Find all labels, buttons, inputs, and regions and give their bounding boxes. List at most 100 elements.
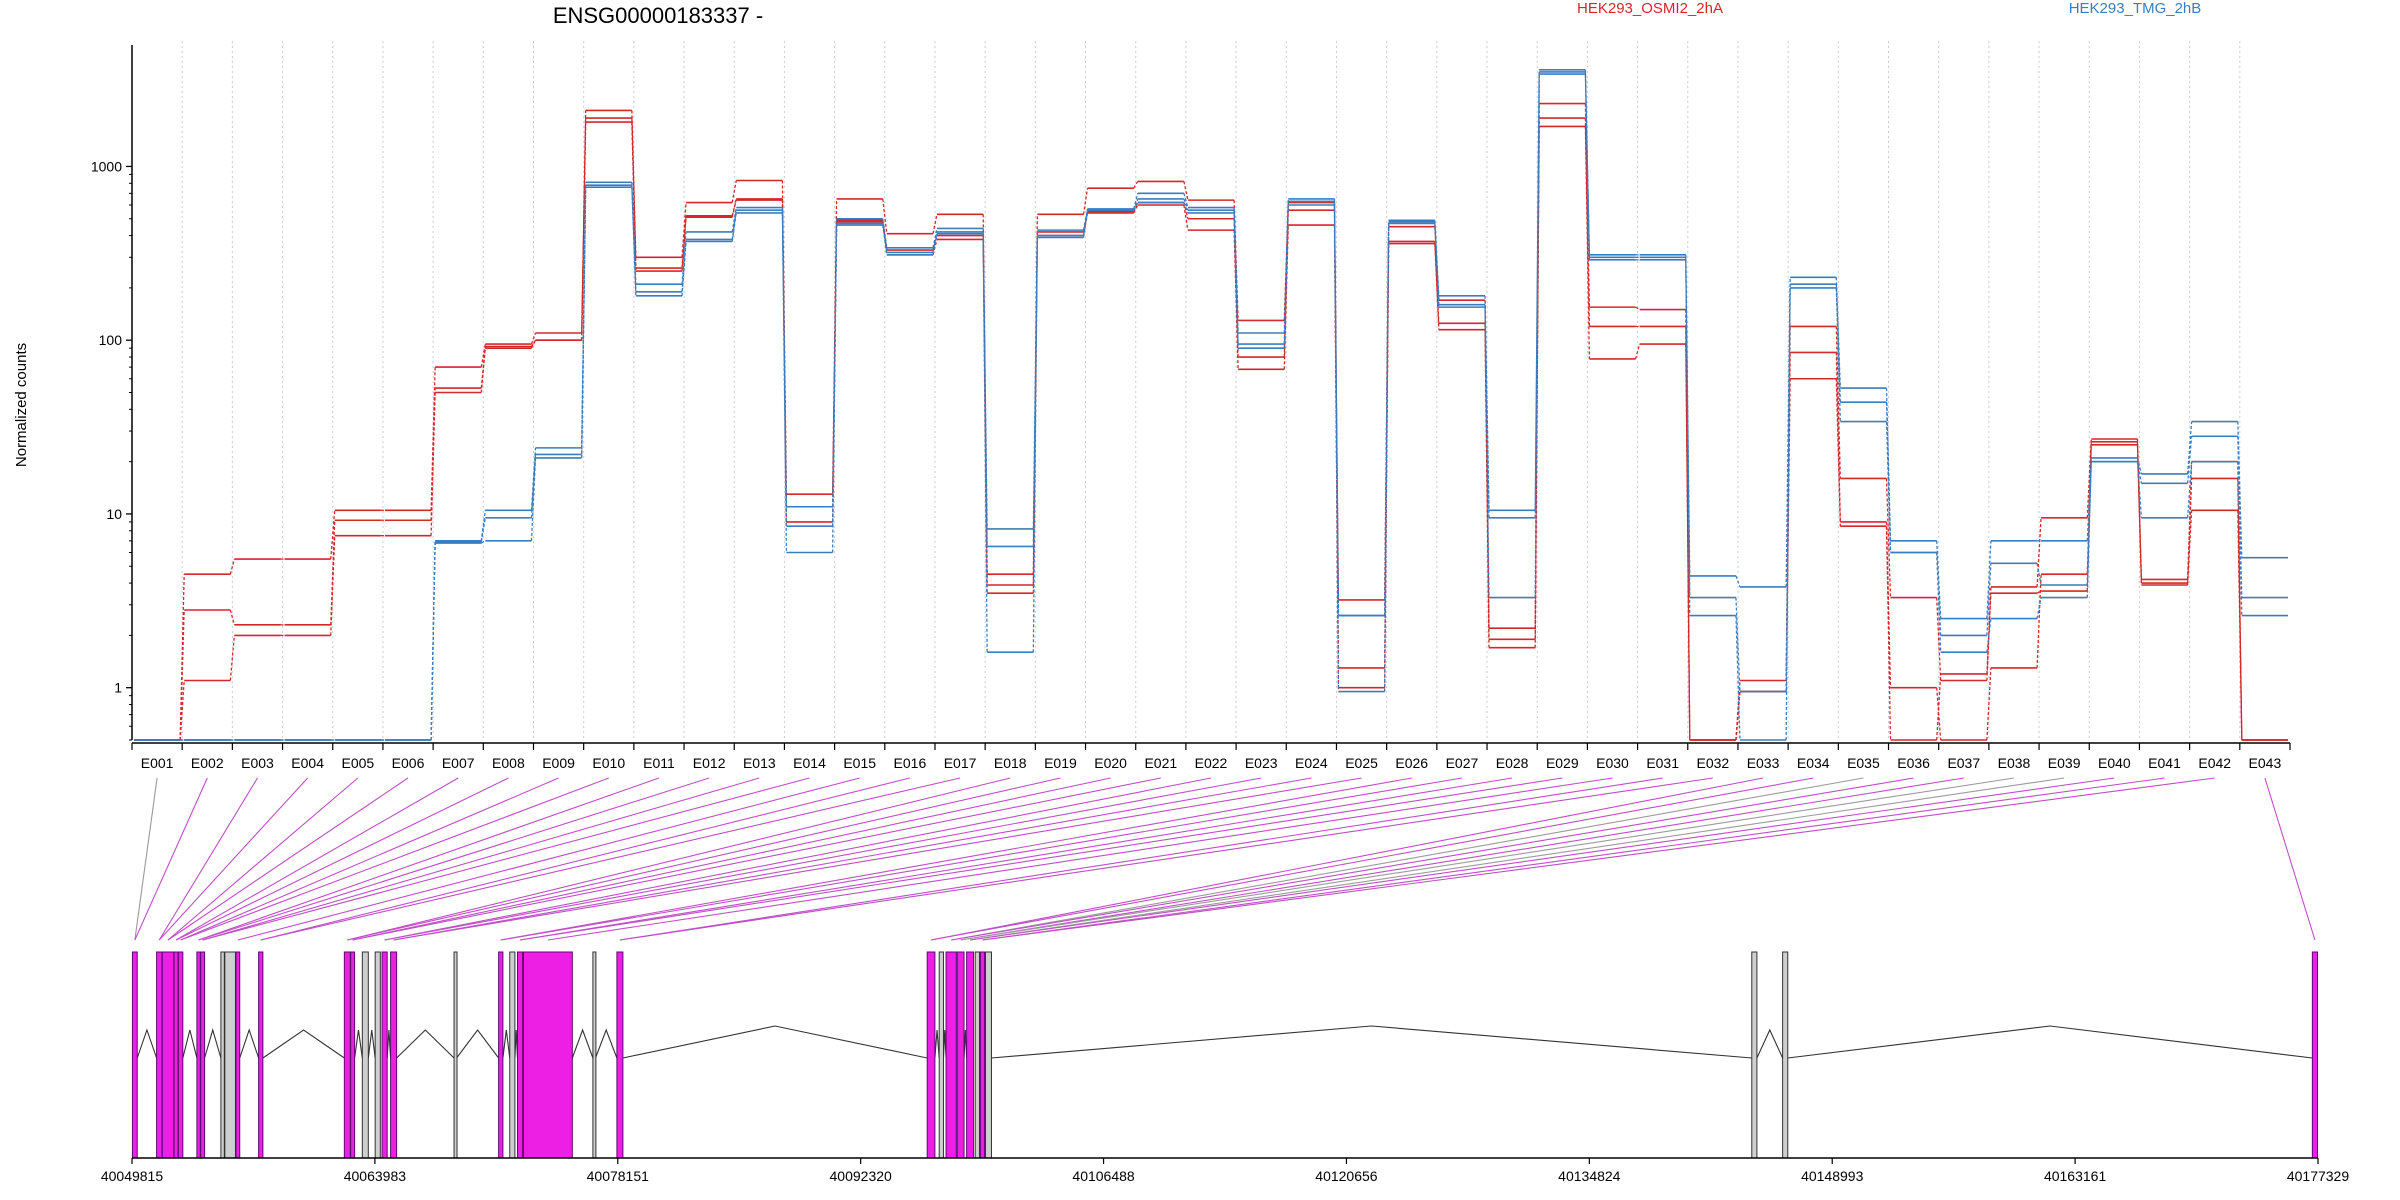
series-0-transition-15 [932,214,938,234]
exon-label-E017: E017 [944,755,977,771]
exon-label-E023: E023 [1245,755,1278,771]
series-2-transition-36 [1986,593,1992,674]
exon-map-line-E014 [202,777,810,941]
exon-map-line-E012 [198,777,710,941]
exon-map-line-E015 [237,777,860,941]
exon-gridlines [181,41,2241,740]
exon-label-E003: E003 [241,755,274,771]
exon-box-7 [220,951,225,1159]
exon-map-line-E018 [347,777,1011,941]
exon-map-line-E034 [930,777,1814,941]
exon-label-E010: E010 [592,755,625,771]
series-5-transition-27 [1534,71,1540,598]
series-4-transition-40 [2186,436,2193,484]
series-3 [134,68,2288,741]
exon-map-line-E035 [951,777,1864,941]
exon-box-28 [966,951,974,1159]
series-2-transition-5 [430,392,436,536]
exon-label-E009: E009 [542,755,575,771]
genomic-coordinate-axis: 40049815 40063983 40078151 40092320 40106488… [101,1157,2350,1184]
exon-map-line-E043 [2264,777,2316,941]
series-2-transition-19 [1133,204,1139,214]
exon-label-E029: E029 [1546,755,1579,771]
series-2-transition-3 [330,535,336,636]
exon-map-line-E021 [352,777,1161,941]
intron-arc-16 [396,1029,455,1059]
exon-map-line-E031 [619,777,1663,941]
series-5-transition-38 [2086,461,2092,598]
legend-entry-0: HEK293_OSMI2_2hA [1577,0,1723,17]
exon-label-E020: E020 [1094,755,1127,771]
series-0-transition-1 [229,558,236,575]
series-5-transition-33 [1835,287,1841,422]
series-5-transition-28 [1584,71,1591,260]
series-4-transition-12 [781,210,788,507]
exon-box-29 [974,951,980,1159]
series-2-transition-37 [2036,590,2042,594]
exon-label-E031: E031 [1646,755,1679,771]
exon-label-E036: E036 [1897,755,1930,771]
series-5-transition-23 [1333,201,1340,692]
series-5-transition-12 [781,212,788,553]
series-2-transition-35 [1936,673,1942,741]
exon-box-22 [592,951,597,1159]
series-5-transition-7 [530,457,537,541]
coord-label-9: 40177329 [2287,1168,2350,1184]
series-3-transition-11 [731,207,737,233]
exon-map-line-E030 [547,777,1613,941]
exon-label-E019: E019 [1044,755,1077,771]
exon-map-line-E028 [519,777,1513,941]
series-4-transition-39 [2136,461,2143,484]
exon-label-E016: E016 [894,755,927,771]
series-2-transition-21 [1233,230,1239,370]
coord-label-4: 40106488 [1072,1168,1135,1184]
series-5-transition-31 [1735,615,1741,741]
exon-label-E022: E022 [1195,755,1228,771]
intron-arc-32 [1756,1028,1784,1059]
exon-map-line-E007 [175,777,459,941]
series-4-transition-18 [1082,210,1089,236]
exon-box-1 [156,951,163,1159]
exon-box-23 [616,951,624,1159]
exon-map-line-E027 [500,777,1463,941]
exon-label-E001: E001 [141,755,174,771]
exon-box-33 [1782,951,1789,1159]
series-4-transition-36 [1986,563,1992,636]
series-3-transition-15 [932,228,938,248]
series-3-transition-10 [681,231,687,285]
exon-label-E033: E033 [1747,755,1780,771]
exon-label-E026: E026 [1395,755,1428,771]
series-5-transition-6 [480,540,486,544]
exon-box-21 [522,951,573,1159]
exon-box-30 [979,951,986,1159]
series-1-transition-30 [1685,326,1691,741]
coord-label-0: 40049815 [101,1168,164,1184]
exon-map-line-E010 [180,777,609,941]
series-5-transition-30 [1685,259,1691,616]
series-0-transition-3 [330,510,336,560]
series-5-transition-39 [2136,461,2143,518]
intron-arc-6 [204,1028,222,1059]
exon-map-line-E004 [158,777,309,941]
series-1-transition-1 [229,609,235,626]
series-0-transition-33 [1835,326,1841,479]
series-5-transition-13 [831,225,838,553]
exon-label-E041: E041 [2148,755,2181,771]
intron-arc-22 [594,1028,618,1059]
series-4-transition-20 [1183,198,1189,211]
exon-label-E030: E030 [1596,755,1629,771]
series-5-transition-32 [1785,287,1791,741]
exon-label-E035: E035 [1847,755,1880,771]
series-5-transition-26 [1484,307,1490,598]
series-4-transition-31 [1735,597,1741,692]
series-3-transition-32 [1785,277,1791,587]
exon-box-14 [374,951,381,1159]
exon-label-E004: E004 [291,755,324,771]
series-5-transition-34 [1885,421,1892,553]
series-0-transition-11 [731,180,737,203]
exon-map-line-E032 [619,777,1713,941]
series-5-transition-5 [430,543,436,741]
exon-map-line-E037 [960,777,1964,941]
intron-arc-9 [239,1028,260,1059]
